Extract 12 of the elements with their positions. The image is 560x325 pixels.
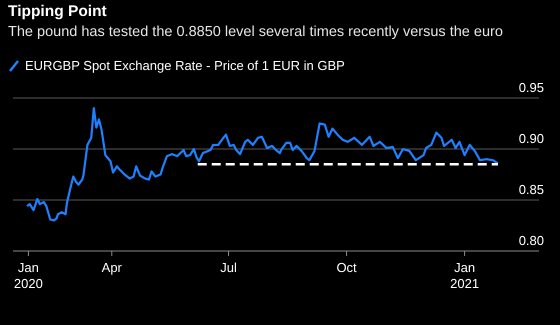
- x-tick-label: Jul: [220, 260, 237, 275]
- y-tick-label: 0.95: [518, 80, 544, 95]
- chart-title: Tipping Point: [8, 3, 107, 21]
- legend-label: EURGBP Spot Exchange Rate - Price of 1 EUR in GBP: [25, 58, 345, 73]
- x-tick-label: Apr: [102, 260, 123, 275]
- y-tick-label: 0.90: [518, 131, 544, 146]
- x-tick-label: Jan 2021: [450, 260, 480, 291]
- x-tick-label: Oct: [336, 260, 358, 275]
- y-tick-label: 0.85: [518, 182, 544, 197]
- chart-subtitle: The pound has tested the 0.8850 level several times recently versus the euro: [8, 24, 503, 40]
- y-tick-label: 0.80: [518, 233, 544, 248]
- x-tick-label: Jan 2020: [14, 260, 43, 291]
